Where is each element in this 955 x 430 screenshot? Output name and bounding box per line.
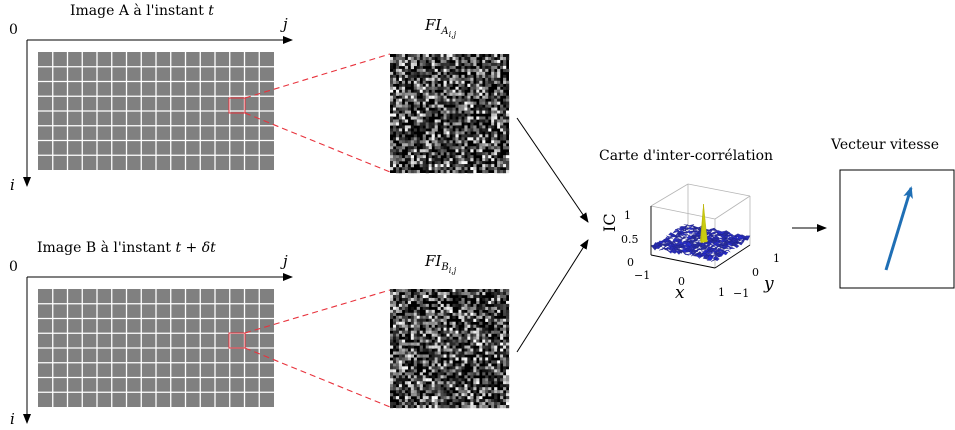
image-a-axis-j: j (283, 15, 288, 33)
x-tick-0: 0 (678, 275, 685, 288)
image-b-highlight-window (228, 332, 246, 349)
interrogation-window-b (390, 289, 510, 409)
zoom-lines-a (244, 53, 391, 173)
x-tick-1: 1 (718, 286, 725, 299)
image-b-grid (38, 289, 274, 407)
fi-b-idx: i,j (448, 266, 457, 275)
image-b-title-text: Image B à l'instant (37, 240, 176, 256)
image-a-axes (23, 36, 293, 187)
correlation-plot-3d (650, 183, 751, 269)
fi-a-sub: A (441, 26, 449, 37)
y-tick-neg1: −1 (733, 287, 750, 300)
correlation-title: Carte d'inter-corrélation (599, 148, 774, 164)
image-b-title: Image B à l'instant t + δt (37, 240, 216, 256)
correlation-x-label: x (675, 283, 685, 303)
y-tick-0: 0 (752, 266, 759, 279)
image-a-axis-i: i (10, 176, 15, 194)
image-a-highlight-window (228, 97, 246, 114)
image-b-axis-j: j (283, 252, 288, 270)
fi-a-idx: i,j (448, 30, 457, 39)
arrow-a-to-correlation (516, 117, 589, 223)
velocity-title: Vecteur vitesse (831, 137, 939, 153)
z-tick-1: 1 (624, 209, 631, 222)
correlation-y-label: y (764, 274, 774, 294)
image-b-title-var: t + δt (175, 240, 216, 256)
fi-b-label: FIBi,j (425, 252, 456, 275)
fi-b-base: FI (425, 252, 442, 270)
image-b-origin: 0 (9, 259, 18, 275)
fi-b-sub: B (441, 262, 449, 273)
velocity-vector-arrow (884, 186, 913, 271)
z-tick-0-5: 0.5 (621, 233, 639, 246)
fi-a-label: FIAi,j (425, 16, 456, 39)
image-a-origin: 0 (9, 22, 18, 38)
y-tick-1: 1 (773, 252, 780, 265)
fi-a-base: FI (425, 16, 442, 34)
image-b-axis-i: i (10, 410, 15, 428)
arrow-b-to-correlation (516, 239, 589, 353)
z-tick-0: 0 (627, 256, 634, 269)
image-a-title-var: t (208, 3, 214, 19)
image-a-title-text: Image A à l'instant (70, 3, 209, 19)
x-tick-neg1: −1 (634, 269, 651, 282)
image-b-axes (23, 273, 293, 424)
image-a-title: Image A à l'instant t (70, 3, 214, 19)
velocity-box (839, 169, 955, 289)
interrogation-window-a (390, 54, 510, 174)
image-a-grid (38, 52, 274, 170)
zoom-lines-b (244, 289, 391, 408)
correlation-z-label: IC (600, 213, 619, 232)
